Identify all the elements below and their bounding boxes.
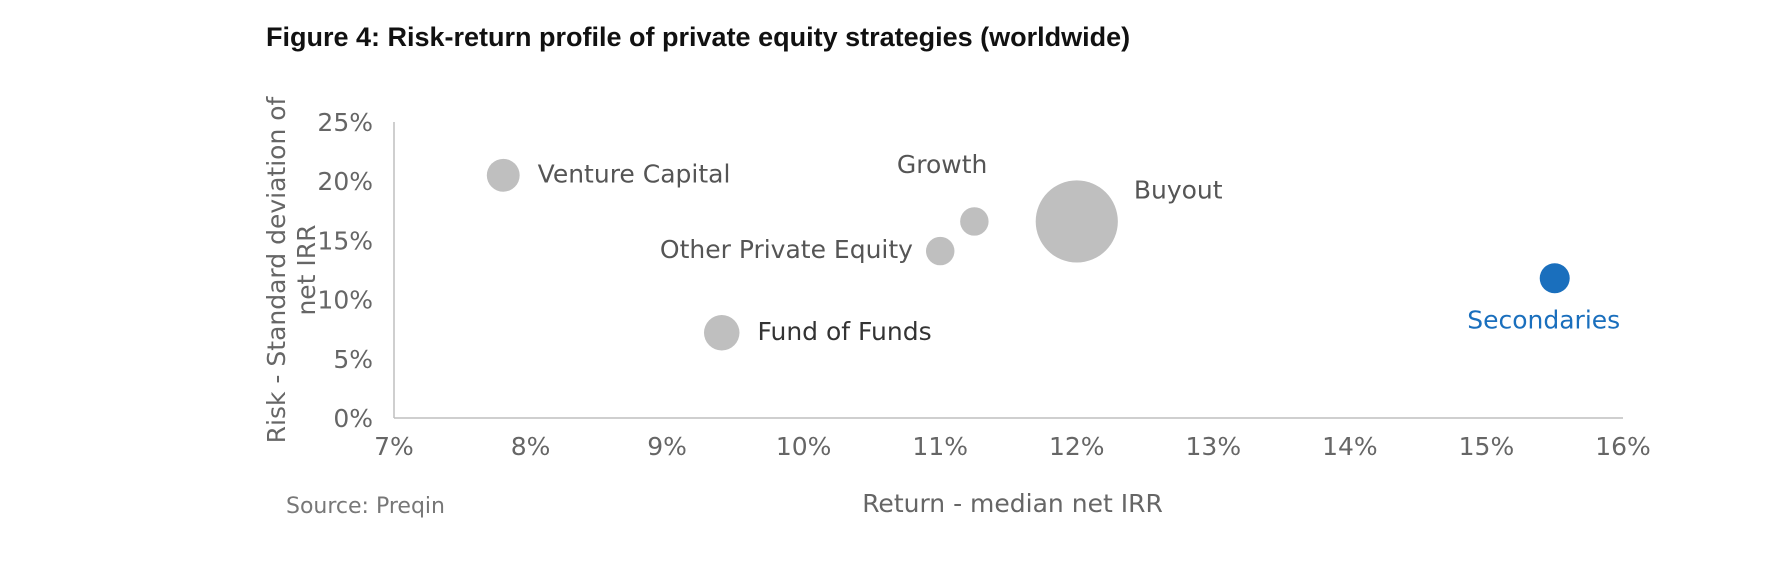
chart-title: Figure 4: Risk-return profile of private… [266,22,1131,52]
x-axis-title: Return - median net IRR [862,489,1163,518]
y-tick-label: 0% [333,404,373,433]
bubble-growth [960,207,989,236]
x-tick-label: 11% [912,432,968,461]
y-axis-title: Risk - Standard deviation ofnet IRR [262,95,321,443]
bubble-label-fund-of-funds: Fund of Funds [757,317,931,346]
y-tick-label: 5% [333,345,373,374]
y-tick-label: 10% [317,286,373,315]
x-tick-label: 16% [1595,432,1651,461]
x-tick-label: 12% [1049,432,1105,461]
bubble-other-private-equity [925,236,955,266]
bubble-label-buyout: Buyout [1134,175,1223,204]
x-tick-label: 9% [647,432,687,461]
x-tick-label: 10% [776,432,832,461]
x-tick-label: 15% [1459,432,1515,461]
bubble-secondaries [1539,263,1570,294]
source-note: Source: Preqin [286,494,445,519]
y-tick-label: 25% [317,108,373,137]
bubble-label-secondaries: Secondaries [1467,305,1620,334]
x-tick-label: 7% [374,432,414,461]
y-axis-title-line-2: net IRR [292,224,321,315]
bubble-label-growth: Growth [897,150,988,179]
bubbles [486,158,1570,351]
bubble-label-other-private-equity: Other Private Equity [660,235,913,264]
axes [393,122,1623,419]
x-tick-label: 13% [1186,432,1242,461]
bubble-buyout [1035,180,1118,263]
bubble-venture-capital [486,158,520,192]
y-axis-title-line-1: Risk - Standard deviation of [262,95,291,443]
y-tick-label: 20% [317,167,373,196]
tick-labels: 7% 8% 9% 10% 11% 12% 13% 14% 15% 16% 0% 5% 10% 15% 20%… [317,108,1650,461]
bubble-fund-of-funds [703,315,740,351]
x-tick-label: 14% [1322,432,1378,461]
y-tick-label: 15% [317,226,373,255]
bubble-labels: Venture Capital Growth Buyout Other Private… [538,150,1621,346]
x-tick-label: 8% [511,432,551,461]
bubble-label-venture-capital: Venture Capital [538,159,731,188]
